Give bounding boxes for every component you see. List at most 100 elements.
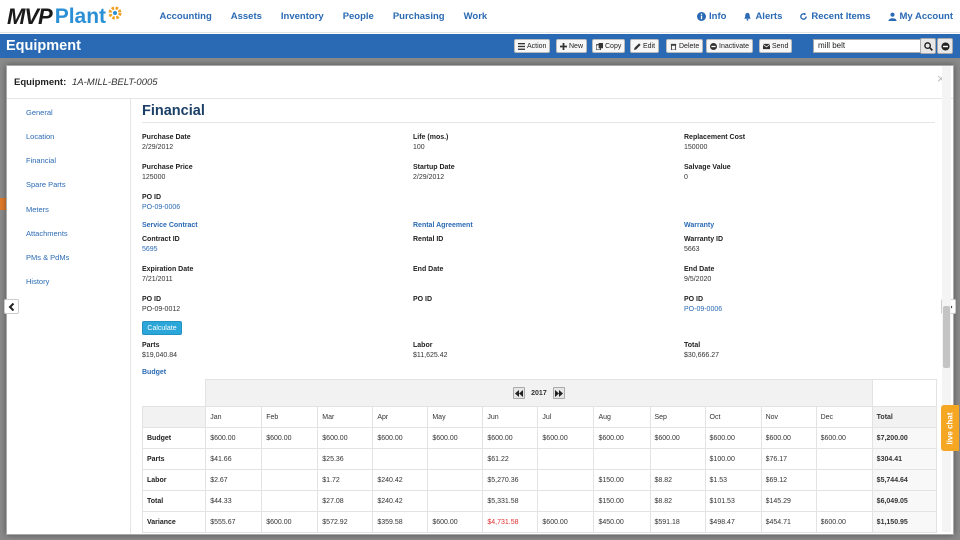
budget-cell: $2.67: [205, 469, 263, 491]
nav-my-account[interactable]: My Account: [887, 11, 953, 22]
nav-people[interactable]: People: [342, 11, 374, 22]
nav-info[interactable]: Info: [697, 11, 726, 22]
send-button[interactable]: Send: [759, 39, 793, 53]
po-id-link[interactable]: PO-09-0006: [142, 204, 181, 211]
blank-header-cell: [141, 406, 207, 428]
expiration-date-label: Expiration Date: [142, 266, 194, 273]
budget-year-row: 2017: [142, 379, 938, 407]
envelope-icon: [763, 43, 770, 49]
parts-label: Parts: [142, 342, 160, 349]
sidebar-item-financial[interactable]: Financial: [26, 156, 57, 165]
equipment-header-bar: Equipment Action New Copy Edit Delete In…: [0, 34, 960, 58]
budget-cell: $240.42: [372, 469, 429, 491]
close-icon[interactable]: ×: [937, 71, 945, 86]
sidebar-item-spare-parts[interactable]: Spare Parts: [26, 180, 66, 189]
replacement-cost-value: 150000: [684, 144, 708, 151]
rental-agreement-heading: Rental Agreement: [413, 222, 473, 229]
rental-po-id-label: PO ID: [413, 296, 433, 303]
copy-button[interactable]: Copy: [592, 39, 626, 53]
edit-label: Edit: [643, 42, 656, 50]
mvp-plant-logo[interactable]: MVP Plant: [7, 4, 123, 30]
budget-row-label: Budget: [141, 427, 207, 449]
nav-work[interactable]: Work: [463, 11, 488, 22]
labor-value: $11,625.42: [413, 352, 448, 359]
budget-row-total: $5,744.64: [871, 469, 938, 491]
budget-cell: [815, 448, 873, 470]
sidebar-item-meters[interactable]: Meters: [26, 205, 49, 214]
purchase-price-value: 125000: [142, 174, 166, 181]
budget-cell: $600.00: [593, 427, 651, 449]
budget-cell: $600.00: [704, 427, 762, 449]
budget-cell: $4,731.58: [482, 511, 539, 533]
plus-icon: [560, 42, 567, 50]
budget-cell: $100.00: [704, 448, 762, 470]
blank-cell: [871, 379, 938, 407]
nav-purchasing[interactable]: Purchasing: [392, 11, 445, 22]
budget-row: Variance $555.67 $600.00 $572.92 $359.58 $600…: [141, 511, 938, 533]
nav-recent-items[interactable]: Recent Items: [799, 11, 871, 22]
delete-button[interactable]: Delete: [666, 39, 704, 53]
budget-cell: $600.00: [537, 511, 595, 533]
inactivate-button[interactable]: Inactivate: [706, 39, 753, 53]
previous-year-button[interactable]: [513, 387, 526, 399]
gear-icon: [107, 5, 123, 21]
nav-alerts-label: Alerts: [755, 11, 783, 22]
month-header: Dec: [815, 406, 873, 428]
budget-heading: Budget: [142, 369, 167, 376]
user-icon: [887, 12, 897, 21]
info-icon: [697, 12, 707, 21]
nav-inventory[interactable]: Inventory: [280, 11, 324, 22]
expiration-date-value: 7/21/2011: [142, 276, 173, 283]
nav-alerts[interactable]: Alerts: [743, 11, 782, 22]
sidebar-item-history[interactable]: History: [26, 277, 50, 286]
sidebar-item-pms-pdms[interactable]: PMs & PdMs: [26, 253, 70, 262]
calculate-button[interactable]: Calculate: [142, 321, 182, 335]
sidebar-item-location[interactable]: Location: [26, 132, 55, 141]
month-header: Feb: [261, 406, 319, 428]
budget-row: Parts $41.66 $25.36 $61.22 $100.00 $76.17 $304…: [141, 448, 938, 470]
next-year-button[interactable]: [552, 387, 565, 399]
sidebar-item-attachments[interactable]: Attachments: [26, 229, 68, 238]
budget-row-label: Labor: [141, 469, 207, 491]
new-button[interactable]: New: [556, 39, 588, 53]
action-button[interactable]: Action: [514, 39, 551, 53]
search-input[interactable]: mill belt: [813, 39, 921, 53]
budget-cell: $41.66: [205, 448, 263, 470]
logo-mvp-text: MVP: [7, 4, 53, 29]
refresh-icon: [800, 12, 808, 20]
nav-assets[interactable]: Assets: [230, 11, 262, 22]
financial-content: Financial Purchase Date 2/29/2012 Life (…: [141, 99, 938, 534]
live-chat-button[interactable]: live chat: [941, 405, 959, 451]
startup-date-label: Startup Date: [413, 164, 455, 171]
warranty-po-id-link[interactable]: PO-09-0006: [684, 306, 723, 313]
service-po-id-label: PO ID: [142, 296, 162, 303]
budget-cell: [537, 448, 595, 470]
previous-record-button[interactable]: [4, 299, 19, 314]
contract-id-link[interactable]: 5695: [142, 246, 158, 253]
modal-scrollbar[interactable]: [942, 66, 951, 532]
rental-id-label: Rental ID: [413, 236, 444, 243]
search-button[interactable]: [920, 38, 936, 54]
new-label: New: [569, 42, 584, 50]
clear-search-button[interactable]: [937, 38, 953, 54]
budget-row-label: Parts: [141, 448, 207, 470]
budget-row-total: $6,049.05: [871, 490, 938, 512]
sidebar-item-general[interactable]: General: [26, 108, 53, 117]
budget-cell: $76.17: [760, 448, 817, 470]
edit-button[interactable]: Edit: [630, 39, 660, 53]
total-label: Total: [684, 342, 701, 349]
budget-cell: $145.29: [760, 490, 817, 512]
background-accent: [0, 198, 6, 210]
salvage-value-value: 0: [684, 174, 688, 181]
budget-row-label: Total: [141, 490, 207, 512]
bell-icon: [744, 12, 752, 21]
budget-cell: $600.00: [261, 511, 319, 533]
budget-cell: $600.00: [427, 427, 484, 449]
budget-cell: [427, 469, 484, 491]
blank-cell: [142, 379, 207, 407]
budget-cell: $600.00: [317, 427, 374, 449]
nav-accounting[interactable]: Accounting: [159, 11, 212, 22]
month-header: Jul: [537, 406, 595, 428]
month-header: Aug: [593, 406, 651, 428]
scrollbar-thumb[interactable]: [943, 306, 950, 368]
